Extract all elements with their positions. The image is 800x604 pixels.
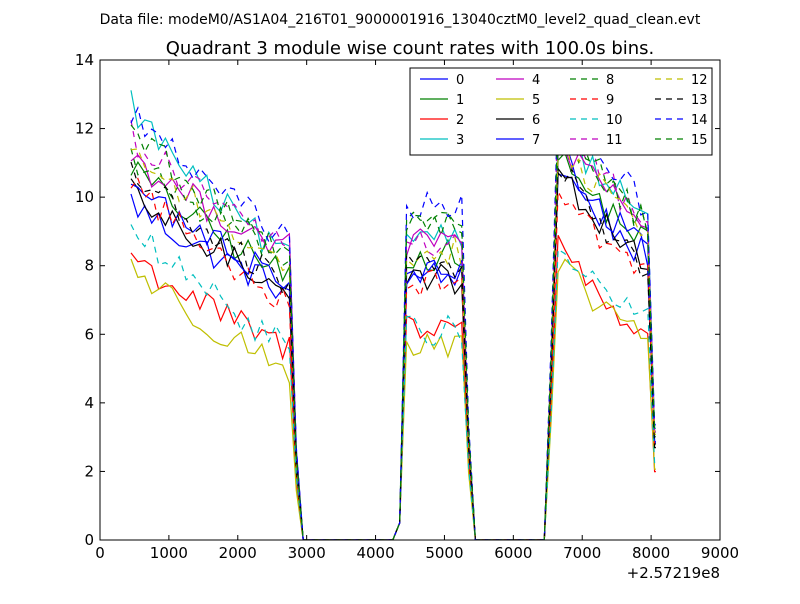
legend-label-7: 7 <box>532 133 540 148</box>
y-tick-label: 10 <box>75 188 94 206</box>
legend-label-1: 1 <box>456 93 464 108</box>
series-line-11 <box>130 101 656 540</box>
legend-label-6: 6 <box>532 113 540 128</box>
x-tick-label: 6000 <box>494 544 532 562</box>
x-offset-label: +2.57219e8 <box>627 564 720 582</box>
series-line-15 <box>130 110 656 540</box>
legend <box>409 67 713 156</box>
legend-label-0: 0 <box>456 73 464 88</box>
y-tick-label: 8 <box>84 257 94 275</box>
series-line-1 <box>130 151 656 540</box>
y-tick-label: 2 <box>84 462 94 480</box>
y-tick-label: 12 <box>75 120 94 138</box>
legend-label-14: 14 <box>691 113 708 128</box>
x-tick-label: 9000 <box>701 544 739 562</box>
series-line-2 <box>130 235 656 540</box>
x-tick-label: 1000 <box>150 544 188 562</box>
x-tick-label: 4000 <box>356 544 394 562</box>
series-line-9 <box>130 177 656 540</box>
axes-frame <box>99 59 721 541</box>
data-file-suptitle: Data file: modeM0/AS1A04_216T01_90000019… <box>100 12 701 28</box>
legend-label-10: 10 <box>606 113 623 128</box>
series-line-5 <box>130 258 656 540</box>
y-tick-label: 4 <box>84 394 94 412</box>
y-tick-label: 6 <box>84 325 94 343</box>
chart-title: Quadrant 3 module wise count rates with … <box>166 38 655 59</box>
x-tick-label: 8000 <box>632 544 670 562</box>
legend-label-5: 5 <box>532 93 540 108</box>
legend-label-3: 3 <box>456 133 464 148</box>
series-line-0 <box>130 173 656 540</box>
legend-label-15: 15 <box>691 133 708 148</box>
legend-label-11: 11 <box>606 133 623 148</box>
x-tick-label: 7000 <box>563 544 601 562</box>
series-line-13 <box>130 161 656 540</box>
series-line-12 <box>130 137 656 540</box>
legend-label-8: 8 <box>606 73 614 88</box>
x-tick-label: 3000 <box>288 544 326 562</box>
legend-label-4: 4 <box>532 73 540 88</box>
series-line-4 <box>130 147 656 540</box>
y-tick-label: 14 <box>75 51 94 69</box>
legend-label-13: 13 <box>691 93 708 108</box>
legend-label-9: 9 <box>606 93 614 108</box>
x-tick-label: 5000 <box>425 544 463 562</box>
series-line-10 <box>130 224 656 540</box>
legend-label-2: 2 <box>456 113 464 128</box>
x-tick-label: 2000 <box>219 544 257 562</box>
x-tick-label: 0 <box>95 544 105 562</box>
y-tick-label: 0 <box>84 531 94 549</box>
legend-label-12: 12 <box>691 73 708 88</box>
